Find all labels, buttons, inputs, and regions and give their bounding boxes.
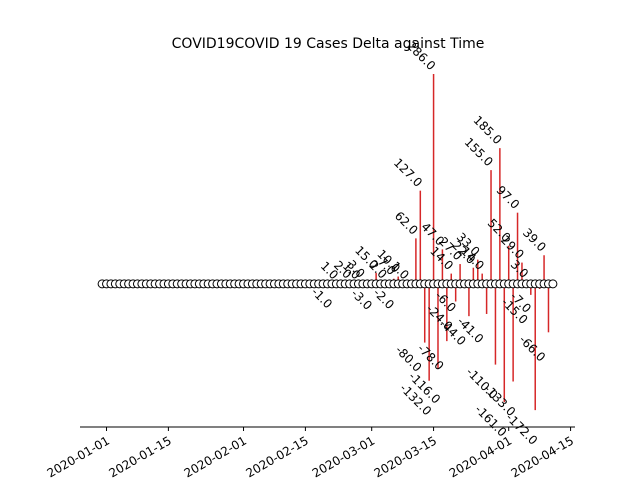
value-label: -3.0 [348,286,374,312]
marker [548,279,558,289]
value-label: 3.0 [508,257,531,280]
value-label: -66.0 [516,333,548,365]
x-tick-label: 2020-02-01 [182,433,249,480]
x-tick-label: 2020-01-15 [106,433,173,480]
x-tick-label: 2020-03-15 [372,433,439,480]
value-label: -1.0 [309,285,335,311]
value-label: 62.0 [392,209,421,238]
x-tick-label: 2020-01-01 [45,433,112,480]
x-tick-label: 2020-03-01 [310,433,377,480]
value-label: 127.0 [391,156,425,190]
value-label: 97.0 [494,183,523,212]
x-tick-label: 2020-04-01 [447,433,514,480]
value-label: -2.0 [371,286,397,312]
chart-title: COVID19COVID 19 Cases Delta against Time [172,36,485,52]
x-tick-label: 2020-04-15 [509,433,576,480]
x-tick-label: 2020-02-15 [243,433,310,480]
